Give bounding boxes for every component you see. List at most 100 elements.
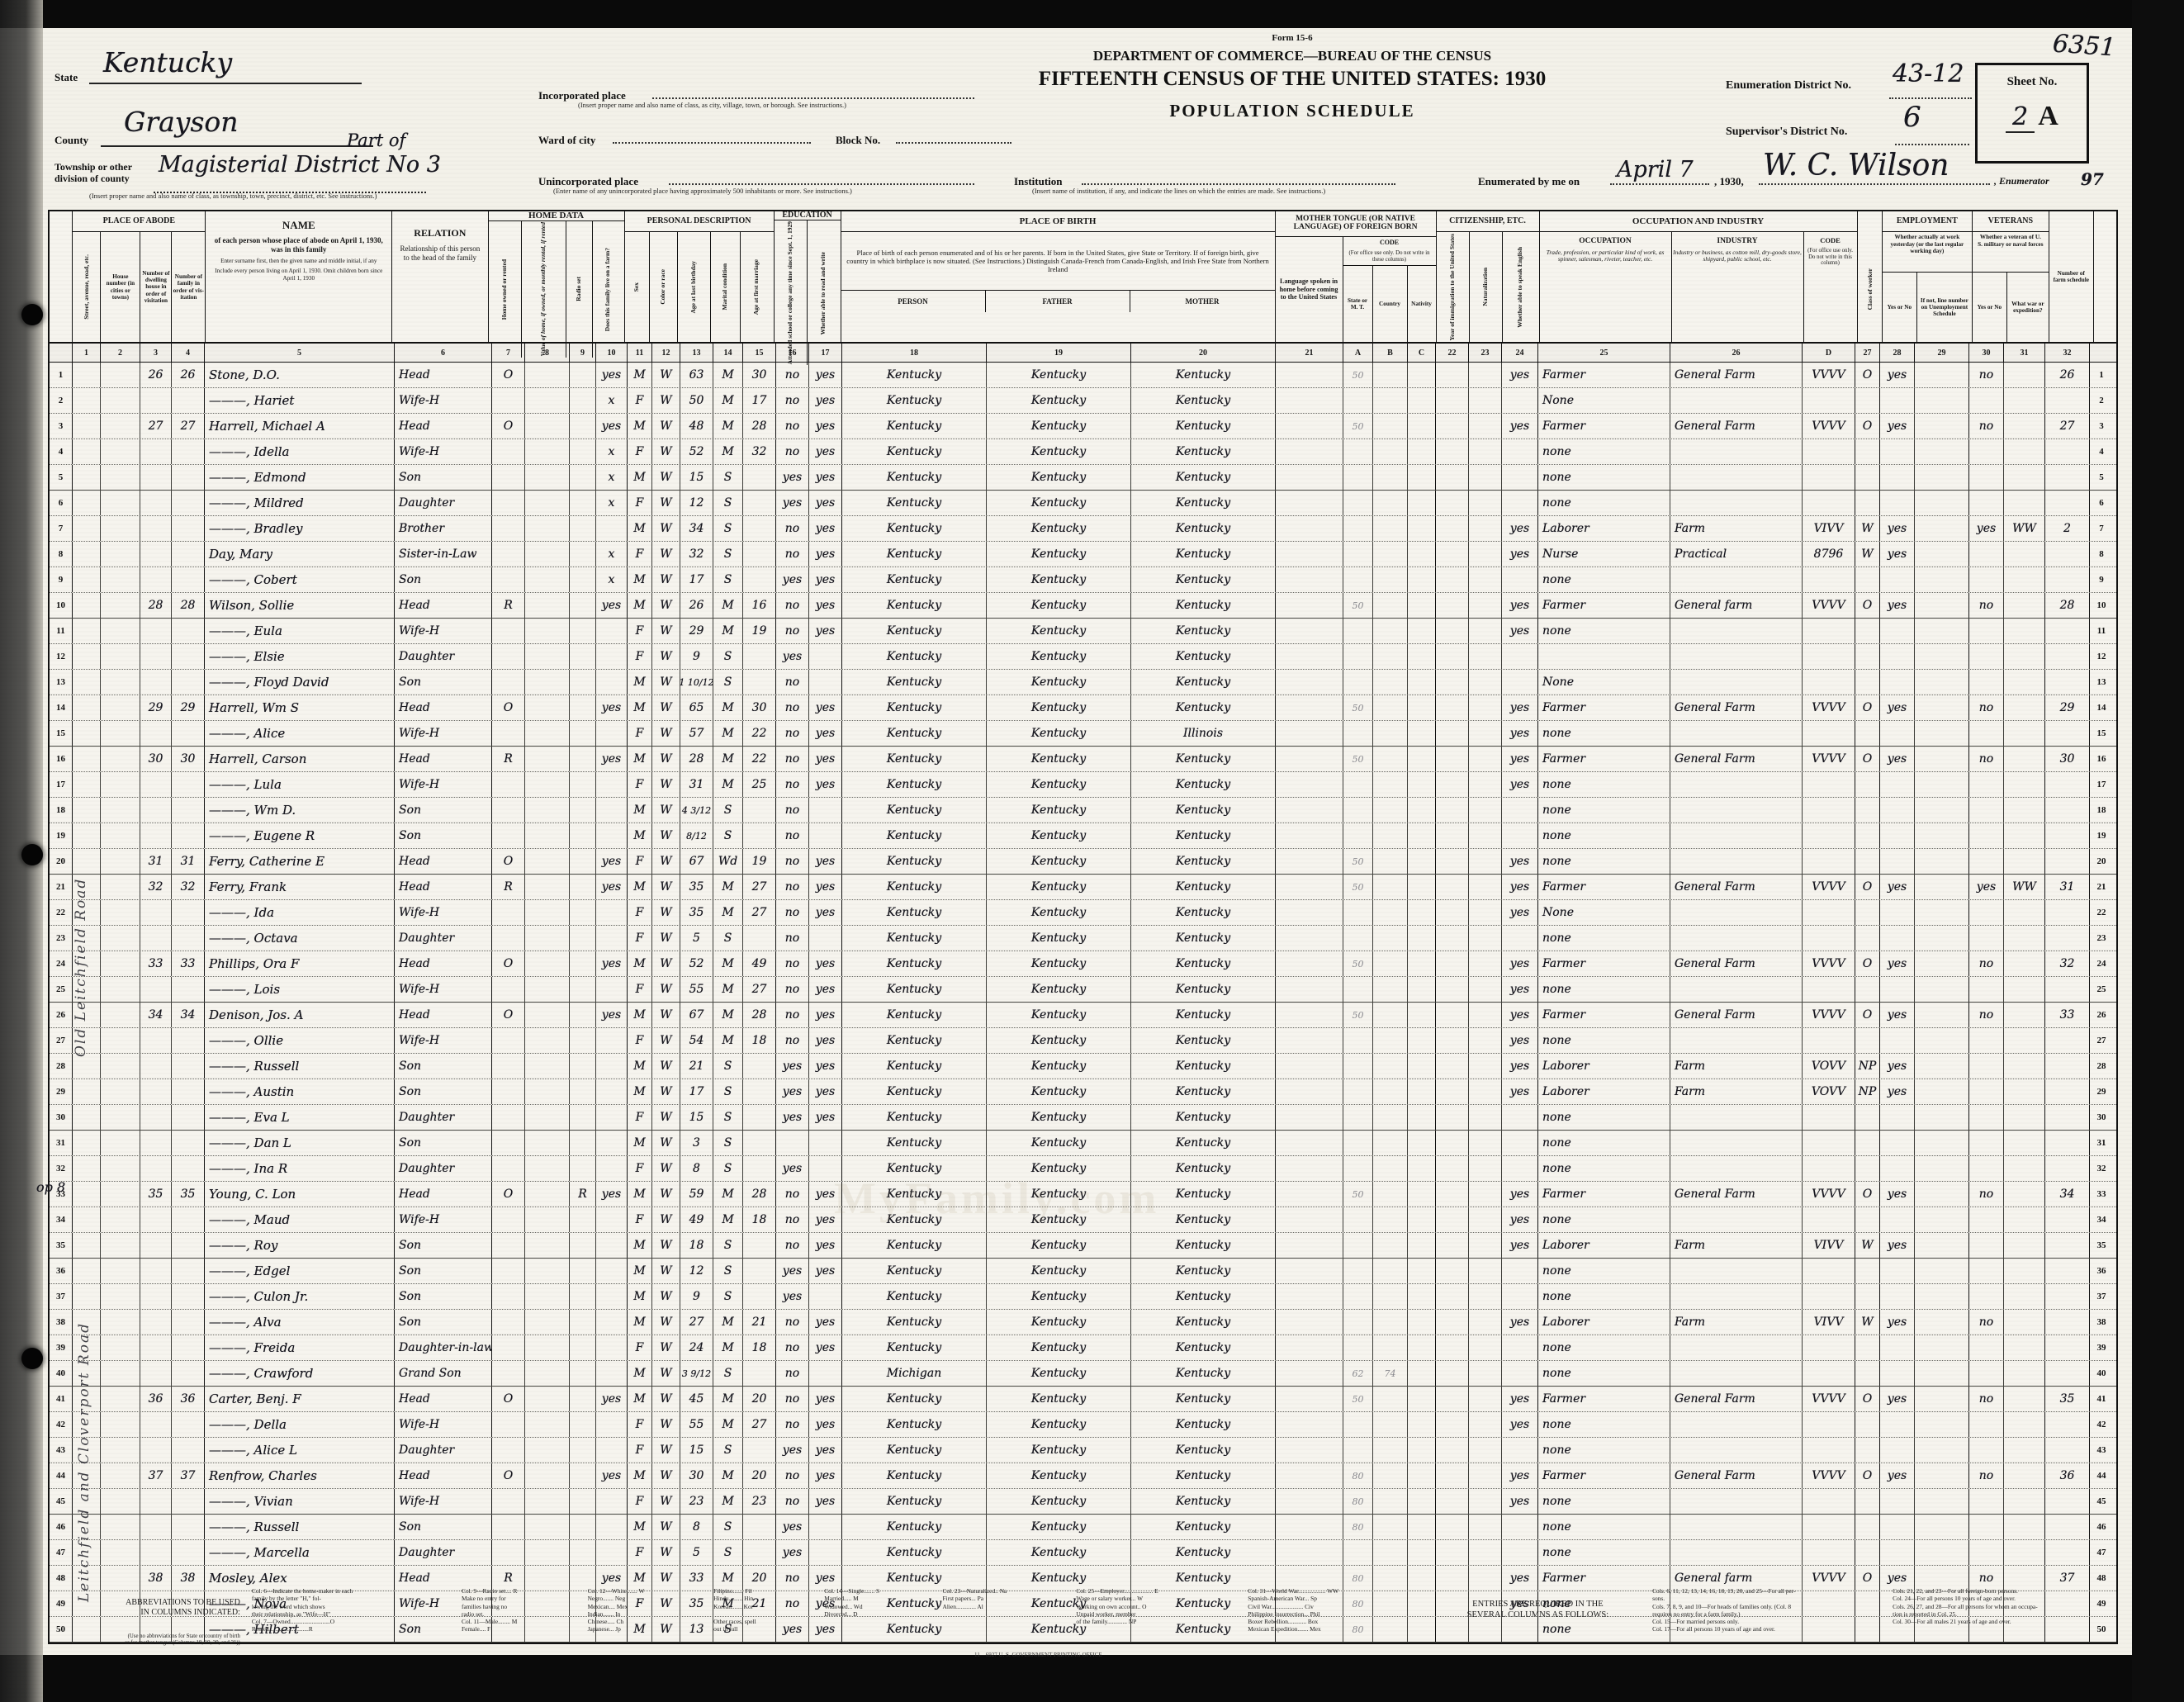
- table-cell: yes: [776, 1540, 809, 1565]
- table-cell: [525, 1054, 570, 1079]
- table-cell: [1803, 491, 1855, 515]
- table-cell: [1469, 1412, 1502, 1437]
- table-cell: F: [628, 1489, 652, 1514]
- table-cell: W: [652, 1463, 680, 1488]
- table-cell: 23: [2090, 926, 2113, 951]
- table-cell: [570, 1387, 596, 1411]
- cell-value: Kentucky: [1175, 752, 1231, 766]
- table-cell: [1880, 1515, 1915, 1539]
- table-cell: yes: [809, 542, 842, 567]
- column-number: 19: [987, 344, 1131, 362]
- cell-value: Farmer: [1542, 368, 1586, 382]
- table-row: 2 ———, Hariet Wife-H x F W 50 M 17 no yes Kentucky K…: [50, 388, 2116, 414]
- table-cell: Kentucky: [1131, 439, 1276, 464]
- table-cell: Kentucky: [987, 1233, 1131, 1258]
- table-cell: no: [776, 516, 809, 541]
- cell-value: 22: [751, 727, 767, 740]
- table-cell: [73, 491, 101, 515]
- table-cell: [1276, 1156, 1343, 1181]
- table-row: 27 ———, Ollie Wife-H F W 54 M 18 no yes Kentucky Ke…: [50, 1028, 2116, 1054]
- table-cell: [1969, 1438, 2004, 1463]
- cell-value: Farmer: [1542, 701, 1586, 714]
- cell-value: none: [1542, 1495, 1571, 1508]
- cell-value: Laborer: [1542, 1060, 1589, 1073]
- table-cell: [1408, 1310, 1436, 1335]
- table-cell: [101, 1105, 140, 1130]
- legend-col25: Col. 25—Employer................... E Wa…: [1076, 1587, 1158, 1625]
- table-cell: Son: [395, 465, 492, 490]
- cell-value: Kentucky: [886, 880, 942, 894]
- cell-value: Head: [399, 880, 430, 894]
- table-cell: [1855, 926, 1880, 951]
- cell-value: Wife-H: [399, 778, 440, 791]
- table-cell: Kentucky: [1131, 747, 1276, 771]
- cell-value: 5: [693, 932, 700, 945]
- table-cell: General Farm: [1670, 1463, 1803, 1488]
- cell-value: x: [608, 496, 615, 510]
- table-cell: O: [1855, 951, 1880, 976]
- cell-value: yes: [1509, 420, 1530, 433]
- line-number: 32: [2096, 1164, 2106, 1173]
- table-cell: [1880, 388, 1915, 413]
- table-cell: none: [1538, 1335, 1670, 1360]
- table-cell: [2045, 1412, 2090, 1437]
- table-cell: 32: [2045, 951, 2090, 976]
- place-of-birth-desc: Place of birth of each person enumerated…: [846, 248, 1269, 274]
- cell-value: none: [1542, 932, 1571, 945]
- cell-value: 27: [180, 420, 196, 433]
- cell-value: Kentucky: [886, 1239, 942, 1252]
- table-cell: [743, 1361, 776, 1386]
- col25-occupation-desc: Trade, profession, or particular kind of…: [1546, 248, 1665, 263]
- table-cell: WW: [2004, 875, 2045, 899]
- col28-at-work-label: Yes or No: [1883, 273, 1917, 342]
- table-cell: R: [492, 593, 525, 618]
- cell-value: none: [1542, 1341, 1571, 1354]
- cell-value: M: [722, 880, 734, 894]
- table-cell: [2045, 1540, 2090, 1565]
- cell-value: S: [723, 1162, 732, 1175]
- cell-value: none: [1542, 1034, 1571, 1047]
- cell-value: 28: [2059, 599, 2075, 612]
- occupation-industry-title: OCCUPATION AND INDUSTRY: [1539, 211, 1857, 232]
- cell-value: F: [635, 548, 644, 561]
- table-cell: [1670, 619, 1803, 643]
- table-cell: [2045, 721, 2090, 746]
- table-cell: Kentucky: [842, 619, 987, 643]
- table-cell: [1373, 363, 1408, 387]
- table-cell: [570, 1463, 596, 1488]
- table-cell: yes: [809, 1566, 842, 1591]
- cell-value: W: [660, 1136, 672, 1150]
- table-cell: [1408, 1591, 1436, 1616]
- table-cell: Stone, D.O.: [205, 363, 395, 387]
- table-cell: Kentucky: [987, 1335, 1131, 1360]
- table-cell: [1436, 875, 1469, 899]
- table-cell: [492, 1310, 525, 1335]
- table-cell: O: [1855, 875, 1880, 899]
- table-cell: ———, Nova: [205, 1591, 395, 1616]
- table-cell: Kentucky: [1131, 1182, 1276, 1207]
- table-cell: [73, 516, 101, 541]
- table-cell: 62: [1343, 1361, 1373, 1386]
- table-cell: M: [713, 1412, 743, 1437]
- table-cell: [2004, 1463, 2045, 1488]
- county-value: Grayson: [124, 106, 239, 138]
- table-cell: Michigan: [842, 1361, 987, 1386]
- table-cell: [1855, 1259, 1880, 1283]
- table-cell: W: [652, 1054, 680, 1079]
- cell-value: yes: [815, 1469, 836, 1482]
- cell-value: 31: [689, 778, 704, 791]
- cell-value: none: [1542, 804, 1571, 817]
- table-cell: [73, 1463, 101, 1488]
- cell-value: W: [660, 778, 672, 791]
- table-cell: [1469, 644, 1502, 669]
- table-cell: [596, 1156, 628, 1181]
- table-cell: no: [1969, 1387, 2004, 1411]
- cell-value: S: [723, 1367, 732, 1380]
- cell-value: W: [660, 1239, 672, 1252]
- employment-group: EMPLOYMENT Whether actually at work yest…: [1882, 211, 1973, 342]
- table-cell: no: [776, 1591, 809, 1616]
- table-cell: [1436, 465, 1469, 490]
- table-cell: [1803, 465, 1855, 490]
- table-cell: W: [652, 823, 680, 848]
